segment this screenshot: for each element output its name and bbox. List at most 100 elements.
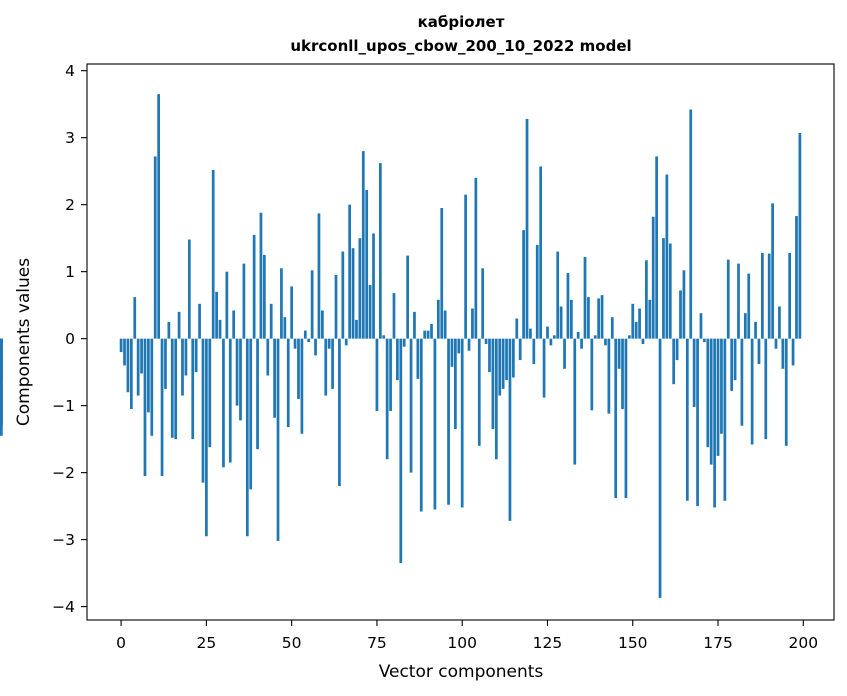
bar: [597, 298, 601, 339]
bar: [774, 338, 778, 349]
x-axis-label: Vector components: [379, 662, 544, 682]
bar: [385, 338, 389, 460]
bar: [327, 338, 331, 349]
bar: [515, 318, 519, 339]
bar: [143, 338, 147, 476]
bar: [184, 338, 188, 376]
bar: [481, 268, 485, 339]
bar: [771, 203, 774, 339]
y-tick-label: 1: [65, 263, 75, 281]
bar: [440, 208, 444, 339]
bar: [396, 338, 399, 381]
bar: [518, 338, 522, 361]
bar: [522, 230, 525, 339]
bar: [488, 338, 491, 373]
bar: [556, 251, 560, 339]
bar: [788, 252, 792, 339]
bar: [167, 321, 171, 339]
x-tick-label: 50: [282, 634, 302, 652]
y-tick-label: −4: [52, 598, 75, 616]
bar: [576, 331, 580, 339]
bar: [539, 166, 543, 339]
bar: [477, 338, 481, 446]
bar: [621, 338, 624, 409]
bar: [344, 338, 348, 346]
bar: [351, 248, 355, 339]
bar: [416, 338, 420, 379]
x-tick-label: 200: [789, 634, 819, 652]
bar: [218, 319, 222, 339]
bar: [375, 338, 379, 411]
chart-subtitle: ukrconll_upos_cbow_200_10_2022 model: [290, 37, 631, 55]
bar: [0, 338, 3, 436]
bar: [307, 338, 311, 342]
bar: [723, 338, 727, 501]
x-axis-ticks: 0 25 50 75 100 125 150 175 200: [116, 620, 818, 652]
bar: [187, 239, 191, 339]
bar: [532, 338, 536, 365]
bar: [430, 323, 433, 339]
bar: [423, 330, 427, 339]
bar: [413, 311, 416, 339]
bar: [798, 133, 802, 339]
bar: [392, 293, 396, 339]
y-axis-label: Components values: [14, 258, 34, 426]
bar: [651, 216, 655, 339]
bar: [324, 338, 328, 396]
y-tick-label: −2: [52, 464, 75, 482]
bar: [542, 338, 546, 398]
bar: [781, 338, 785, 369]
bar: [242, 263, 246, 339]
bar: [239, 338, 242, 421]
bar: [737, 263, 740, 339]
bar: [716, 338, 720, 456]
bar: [252, 234, 256, 339]
bar: [747, 273, 751, 339]
bar: [501, 338, 505, 389]
bar: [682, 270, 686, 339]
bar: [300, 338, 304, 434]
bar: [590, 338, 594, 411]
bar: [160, 338, 164, 476]
bar: [129, 338, 133, 409]
bar: [505, 338, 508, 381]
bar: [222, 338, 225, 468]
bar: [153, 156, 157, 339]
bar: [733, 338, 737, 381]
bar: [426, 330, 430, 339]
bar: [525, 118, 529, 339]
bar: [293, 338, 297, 349]
bar: [703, 338, 706, 342]
bar: [317, 213, 321, 339]
bar: [368, 285, 372, 339]
bar: [259, 212, 263, 339]
bar: [297, 338, 300, 399]
chart-title: кабріолет: [418, 13, 505, 31]
y-tick-label: 4: [65, 62, 75, 80]
y-axis-ticks: −4 −3 −2 −1 0 1 2 3 4: [52, 62, 87, 616]
bar: [679, 290, 682, 339]
bar: [211, 169, 215, 339]
bar: [361, 151, 365, 339]
bar: [730, 338, 734, 391]
bar: [754, 321, 757, 339]
bar: [406, 255, 409, 339]
bar: [225, 271, 229, 339]
x-tick-label: 75: [367, 634, 387, 652]
bar: [685, 338, 689, 501]
bar: [726, 259, 730, 339]
y-tick-label: −1: [52, 397, 75, 415]
bar: [436, 299, 440, 339]
bar: [276, 338, 280, 541]
bar: [655, 156, 658, 339]
bar: [512, 338, 515, 378]
bar: [593, 335, 597, 339]
bar: [791, 338, 795, 366]
bar: [174, 338, 178, 440]
bar: [559, 306, 563, 339]
bar: [283, 317, 287, 339]
bar: [720, 338, 723, 434]
bar: [784, 338, 788, 446]
bar: [454, 338, 457, 430]
bar: [290, 286, 294, 339]
